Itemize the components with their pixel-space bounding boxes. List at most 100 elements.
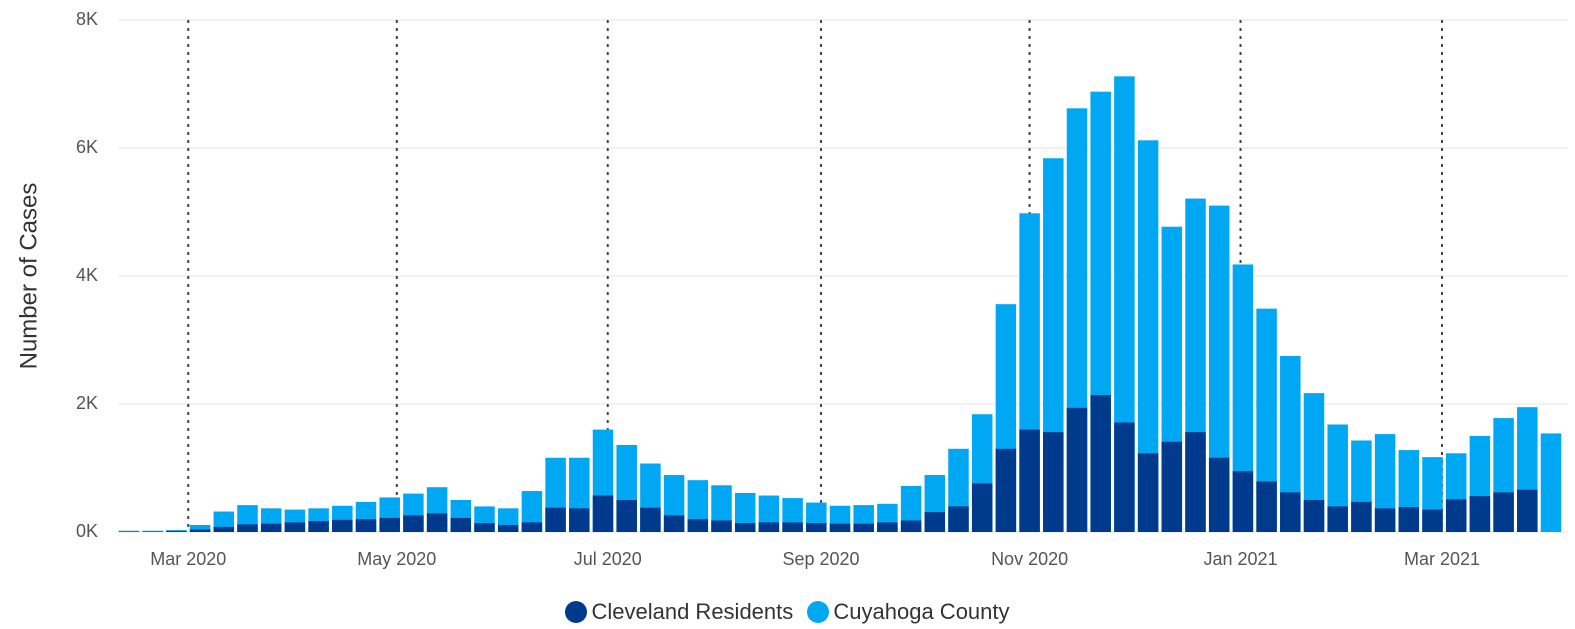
bar-cuyahoga-county-60[interactable] [1540,433,1562,532]
bar-cleveland-residents-34[interactable] [924,512,946,532]
x-tick-label-6: Mar 2021 [1404,549,1480,569]
bar-cuyahoga-county-17[interactable] [521,491,543,532]
bar-cleveland-residents-7[interactable] [284,522,306,532]
bar-cuyahoga-county-24[interactable] [687,480,709,532]
bar-cuyahoga-county-51[interactable] [1327,424,1348,532]
bar-cleveland-residents-19[interactable] [569,508,590,532]
bar-cuyahoga-county-3[interactable] [189,524,211,532]
bar-cleveland-residents-40[interactable] [1066,407,1088,532]
bar-cleveland-residents-16[interactable] [497,524,519,532]
bar-cleveland-residents-48[interactable] [1256,481,1277,532]
x-tick-label-4: Nov 2020 [991,549,1068,569]
bar-cleveland-residents-9[interactable] [332,519,353,532]
legend-item-cleveland-residents[interactable]: Cleveland Residents [565,599,793,625]
bar-cleveland-residents-59[interactable] [1517,489,1538,532]
bar-cleveland-residents-51[interactable] [1327,506,1348,532]
bar-cuyahoga-county-48[interactable] [1256,308,1277,532]
bar-cleveland-residents-38[interactable] [1019,429,1040,532]
bar-cleveland-residents-20[interactable] [592,495,614,532]
bar-cleveland-residents-53[interactable] [1374,508,1396,532]
bar-cleveland-residents-54[interactable] [1398,507,1420,532]
bar-cleveland-residents-50[interactable] [1303,500,1325,532]
legend-swatch-cuyahoga-county [807,601,830,624]
bar-cleveland-residents-39[interactable] [1043,432,1064,532]
bar-cleveland-residents-18[interactable] [545,507,566,532]
x-tick-label-1: May 2020 [357,549,436,569]
bars [118,76,1562,533]
y-tick-label-3: 6K [76,137,98,157]
bar-cleveland-residents-33[interactable] [900,520,922,532]
bar-cleveland-residents-21[interactable] [616,500,637,532]
x-tick-label-0: Mar 2020 [150,549,226,569]
bar-cleveland-residents-27[interactable] [758,522,780,532]
bar-cleveland-residents-25[interactable] [711,520,732,532]
x-tick-label-2: Jul 2020 [574,549,642,569]
bar-cuyahoga-county-1[interactable] [142,530,163,532]
bar-cleveland-residents-5[interactable] [237,524,258,532]
bar-cleveland-residents-14[interactable] [450,517,472,532]
bar-cleveland-residents-8[interactable] [308,521,329,532]
bar-cleveland-residents-17[interactable] [521,522,543,532]
bar-cuyahoga-county-46[interactable] [1208,205,1230,532]
bar-cleveland-residents-3[interactable] [189,529,211,532]
bar-cleveland-residents-45[interactable] [1185,432,1206,532]
bar-cleveland-residents-47[interactable] [1232,471,1254,532]
legend-item-cuyahoga-county[interactable]: Cuyahoga County [807,599,1010,625]
bar-cleveland-residents-55[interactable] [1422,509,1443,532]
bar-cleveland-residents-44[interactable] [1161,441,1183,532]
y-tick-label-4: 8K [76,9,98,29]
x-tick-label-5: Jan 2021 [1203,549,1277,569]
bar-cleveland-residents-49[interactable] [1280,492,1301,532]
bar-cleveland-residents-23[interactable] [663,515,685,532]
bar-cleveland-residents-31[interactable] [853,523,874,532]
bar-cleveland-residents-13[interactable] [426,513,448,532]
bar-cuyahoga-county-25[interactable] [711,485,732,532]
bar-cleveland-residents-11[interactable] [379,517,400,532]
bar-cleveland-residents-4[interactable] [213,526,235,532]
bar-cleveland-residents-57[interactable] [1469,496,1491,532]
legend-swatch-cleveland-residents [565,601,588,624]
y-tick-label-1: 2K [76,393,98,413]
bar-cleveland-residents-58[interactable] [1493,492,1514,532]
bar-cuyahoga-county-49[interactable] [1280,356,1301,532]
bar-cleveland-residents-29[interactable] [806,523,827,532]
legend-label-cleveland-residents: Cleveland Residents [591,599,794,625]
bar-cleveland-residents-36[interactable] [971,483,993,532]
x-axis-ticks: Mar 2020 May 2020 Jul 2020 Sep 2020 Nov 2020… [150,549,1480,569]
bar-cleveland-residents-35[interactable] [948,506,969,532]
bar-cleveland-residents-6[interactable] [260,523,282,532]
gridlines [118,19,1568,533]
bar-cleveland-residents-52[interactable] [1351,501,1372,532]
bar-cleveland-residents-56[interactable] [1445,499,1467,532]
bar-cuyahoga-county-26[interactable] [734,492,756,532]
bar-cleveland-residents-22[interactable] [640,507,661,532]
y-tick-label-0: 0K [76,521,98,541]
bar-cleveland-residents-10[interactable] [355,519,377,532]
bar-cuyahoga-county-47[interactable] [1232,264,1254,532]
bar-cleveland-residents-26[interactable] [734,523,756,532]
bar-cleveland-residents-32[interactable] [877,522,898,532]
bar-cuyahoga-county-42[interactable] [1114,76,1135,532]
legend: Cleveland Residents Cuyahoga County [0,598,1575,625]
bar-cuyahoga-county-50[interactable] [1303,393,1325,532]
bar-cuyahoga-county-53[interactable] [1374,434,1396,532]
bar-cuyahoga-county-43[interactable] [1137,140,1159,532]
bar-cleveland-residents-12[interactable] [403,515,424,532]
bar-cleveland-residents-28[interactable] [782,522,803,532]
y-tick-label-2: 4K [76,265,98,285]
bar-cleveland-residents-24[interactable] [687,519,709,532]
bar-cleveland-residents-42[interactable] [1114,422,1135,532]
bar-cleveland-residents-41[interactable] [1090,395,1111,532]
x-tick-label-3: Sep 2020 [783,549,860,569]
bar-cleveland-residents-2[interactable] [166,531,187,532]
legend-label-cuyahoga-county: Cuyahoga County [833,599,1010,625]
bar-cleveland-residents-15[interactable] [474,523,495,532]
bar-cleveland-residents-46[interactable] [1208,457,1230,532]
y-axis-label: Number of Cases [15,183,42,370]
bar-cleveland-residents-30[interactable] [829,523,851,532]
bar-cleveland-residents-37[interactable] [995,448,1017,532]
y-axis-ticks: 0K 2K 4K 6K 8K [76,9,98,541]
bar-cuyahoga-county-0[interactable] [118,530,140,532]
bar-cleveland-residents-43[interactable] [1137,453,1159,532]
